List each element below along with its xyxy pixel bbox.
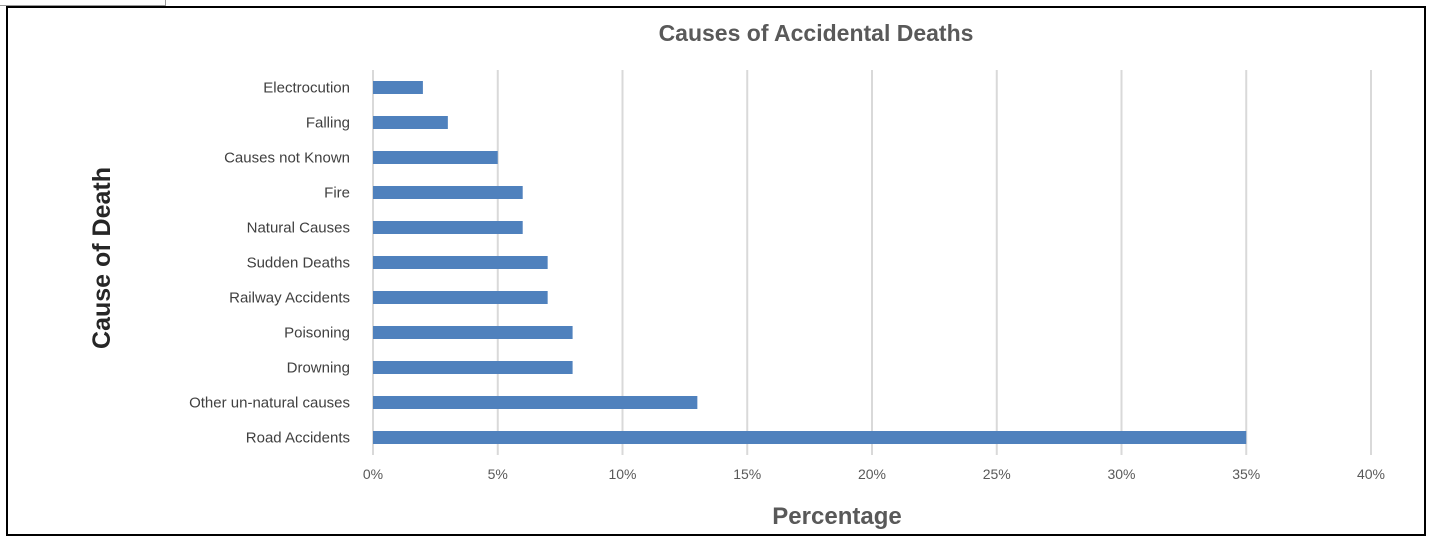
y-axis-label: Cause of Death bbox=[88, 167, 116, 349]
category-label: Falling bbox=[306, 115, 350, 132]
bar bbox=[373, 116, 448, 129]
bars bbox=[373, 81, 1247, 444]
x-tick-label: 5% bbox=[488, 466, 508, 482]
x-tick-labels: 0% 5% 10% 15% 20% 25% 30% 35% 40% bbox=[363, 466, 1385, 482]
x-tick-label: 40% bbox=[1357, 466, 1385, 482]
x-tick-label: 15% bbox=[733, 466, 761, 482]
chart-frame bbox=[6, 6, 1426, 536]
category-label: Railway Accidents bbox=[229, 290, 350, 307]
x-tick-label: 10% bbox=[608, 466, 636, 482]
x-tick-label: 30% bbox=[1107, 466, 1135, 482]
category-label: Electrocution bbox=[263, 80, 350, 97]
bar bbox=[373, 396, 698, 409]
x-tick-label: 25% bbox=[983, 466, 1011, 482]
category-label: Other un-natural causes bbox=[189, 395, 350, 412]
category-label: Drowning bbox=[287, 360, 350, 377]
bar bbox=[373, 186, 523, 199]
corner-tab bbox=[0, 0, 166, 6]
category-label: Fire bbox=[324, 185, 350, 202]
bar bbox=[373, 361, 573, 374]
x-axis-label: Percentage bbox=[772, 503, 901, 530]
bar bbox=[373, 81, 423, 94]
x-tick-label: 35% bbox=[1232, 466, 1260, 482]
category-label: Road Accidents bbox=[246, 430, 350, 447]
category-labels: Electrocution Falling Causes not Known Fire… bbox=[189, 80, 350, 447]
category-label: Sudden Deaths bbox=[247, 255, 350, 272]
x-tick-label: 20% bbox=[858, 466, 886, 482]
bar bbox=[373, 326, 573, 339]
bar bbox=[373, 151, 498, 164]
bar bbox=[373, 256, 548, 269]
category-label: Natural Causes bbox=[247, 220, 350, 237]
chart-title: Causes of Accidental Deaths bbox=[659, 20, 974, 46]
bar bbox=[373, 291, 548, 304]
bar bbox=[373, 431, 1247, 444]
gridlines bbox=[372, 70, 1372, 455]
category-label: Causes not Known bbox=[224, 150, 350, 167]
x-tick-label: 0% bbox=[363, 466, 383, 482]
bar bbox=[373, 221, 523, 234]
category-label: Poisoning bbox=[284, 325, 350, 342]
